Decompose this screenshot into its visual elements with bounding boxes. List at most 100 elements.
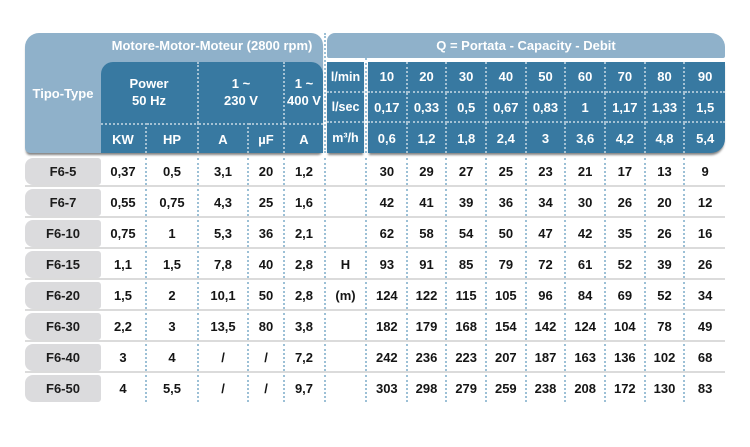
cell-hp: 0,5	[147, 158, 199, 185]
cell-head: 68	[697, 350, 713, 365]
cell-uf: 36	[249, 220, 285, 247]
pump-spec-table: Tipo-Type Motore-Motor-Moteur (2800 rpm)…	[25, 33, 725, 406]
cell-head: 105	[487, 282, 527, 309]
capacity-lsec-value: 1	[566, 93, 606, 123]
capacity-lmin-value: 10	[368, 62, 408, 93]
cell-kw: 3	[101, 344, 147, 371]
cell-hp: 5,5	[147, 375, 199, 402]
cell-head: 78	[646, 313, 686, 340]
table-row: F6-15 1,1 1,5 7,8 40 2,8 H 93 91 85 79 7…	[25, 251, 725, 278]
cell-head: 91	[408, 251, 448, 278]
vertical-divider	[365, 158, 367, 185]
cell-head: 30	[566, 189, 606, 216]
vertical-divider	[365, 251, 367, 278]
cell-head: 124	[368, 282, 408, 309]
cell-a400: 1,6	[294, 195, 314, 210]
cell-a230: 7,8	[199, 251, 249, 278]
row-type: F6-20	[25, 282, 101, 309]
voltage-400-group-header: 1 ~ 400 V	[285, 62, 323, 123]
cell-head: 72	[527, 251, 567, 278]
cell-head: 16	[697, 226, 713, 241]
cell-head: 23	[527, 158, 567, 185]
capacity-lmin-value: 20	[407, 62, 448, 93]
row-type: F6-40	[25, 344, 101, 371]
cell-head: 30	[368, 158, 408, 185]
capacity-lsec-value: 1,5	[685, 93, 725, 123]
row-type: F6-15	[25, 251, 101, 278]
table-body: F6-5 0,37 0,5 3,1 20 1,2 30 29 27 25 23 …	[25, 158, 725, 402]
cell-a400: 2,8	[294, 288, 314, 303]
cell-hp: 1	[147, 220, 199, 247]
cell-uf: 20	[249, 158, 285, 185]
voltage-label: 230 V	[224, 92, 258, 108]
cell-head: 279	[447, 375, 487, 402]
cell-head: 115	[447, 282, 487, 309]
cell-uf: /	[249, 375, 285, 402]
capacity-lmin-value: 80	[645, 62, 686, 93]
head-unit-cell	[327, 313, 364, 340]
cell-head: 208	[566, 375, 606, 402]
cell-head: 104	[606, 313, 646, 340]
capacity-header-title: Q = Portata - Capacity - Debit	[327, 33, 725, 58]
cell-a400: 2,8	[294, 257, 314, 272]
table-row: F6-50 4 5,5 / / 9,7 303 298 279 259 238 …	[25, 375, 725, 402]
row-type: F6-50	[25, 375, 101, 402]
cell-head: 34	[527, 189, 567, 216]
cell-a400: 1,2	[294, 164, 314, 179]
cell-head: 182	[368, 313, 408, 340]
unit-label-lmin: l/min	[327, 62, 364, 93]
cell-head: 26	[606, 189, 646, 216]
capacity-values-block	[368, 62, 725, 153]
head-unit-cell	[327, 189, 364, 216]
cell-a400: 3,8	[294, 319, 314, 334]
cell-head: 85	[447, 251, 487, 278]
row-type: F6-30	[25, 313, 101, 340]
cell-head: 36	[487, 189, 527, 216]
table-row: F6-5 0,37 0,5 3,1 20 1,2 30 29 27 25 23 …	[25, 158, 725, 185]
cell-head: 9	[701, 164, 709, 179]
cell-a230: 4,3	[199, 189, 249, 216]
capacity-lmin-value: 70	[606, 62, 646, 93]
cell-head: 52	[646, 282, 686, 309]
vertical-divider	[365, 375, 367, 402]
motor-header-title: Motore-Motor-Moteur (2800 rpm)	[111, 38, 313, 53]
capacity-m3h-value: 3	[527, 123, 567, 153]
capacity-m3h-value: 5,4	[696, 130, 715, 146]
cell-uf: 80	[249, 313, 285, 340]
cell-hp: 2	[147, 282, 199, 309]
head-unit-cell	[327, 158, 364, 185]
cell-a230: /	[199, 344, 249, 371]
vertical-divider	[324, 33, 326, 153]
cell-head: 142	[527, 313, 567, 340]
capacity-lmin-value: 40	[487, 62, 527, 93]
units-column-block	[327, 62, 364, 153]
cell-head: 58	[408, 220, 448, 247]
cell-kw: 1,1	[101, 251, 147, 278]
cell-head: 242	[368, 344, 408, 371]
cell-hp: 4	[147, 344, 199, 371]
cell-head: 83	[697, 381, 713, 396]
head-unit-cell	[327, 375, 364, 402]
cell-a400: 9,7	[294, 381, 314, 396]
cell-head: 179	[408, 313, 448, 340]
cell-head: 25	[487, 158, 527, 185]
tipo-type-header: Tipo-Type	[32, 85, 94, 101]
capacity-lsec-value: 1,17	[606, 93, 646, 123]
vertical-divider	[324, 313, 326, 340]
capacity-m3h-value: 3,6	[566, 123, 606, 153]
cell-kw: 0,55	[101, 189, 147, 216]
cell-head: 61	[566, 251, 606, 278]
cell-kw: 0,75	[101, 220, 147, 247]
cell-hp: 1,5	[147, 251, 199, 278]
cell-head: 35	[606, 220, 646, 247]
cell-head: 163	[566, 344, 606, 371]
cell-head: 124	[566, 313, 606, 340]
capacity-m3h-value: 4,8	[646, 123, 686, 153]
head-unit-cell	[327, 344, 364, 371]
cell-a400: 2,1	[294, 226, 314, 241]
cell-hp: 0,75	[147, 189, 199, 216]
motor-subheader-block	[101, 62, 323, 153]
cell-head: 39	[447, 189, 487, 216]
cell-head: 27	[447, 158, 487, 185]
